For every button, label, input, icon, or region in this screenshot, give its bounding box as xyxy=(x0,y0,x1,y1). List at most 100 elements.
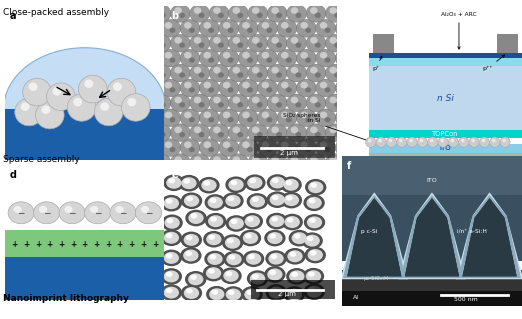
Circle shape xyxy=(344,57,350,63)
Circle shape xyxy=(316,49,336,67)
Circle shape xyxy=(266,147,272,152)
Circle shape xyxy=(229,124,248,142)
Circle shape xyxy=(208,87,214,93)
Circle shape xyxy=(334,132,340,137)
Circle shape xyxy=(229,255,235,260)
Circle shape xyxy=(306,124,326,142)
Circle shape xyxy=(209,254,216,260)
Circle shape xyxy=(252,7,259,14)
Circle shape xyxy=(310,37,318,44)
Text: −: − xyxy=(120,208,127,217)
Circle shape xyxy=(181,285,202,301)
Circle shape xyxy=(166,198,173,204)
Circle shape xyxy=(218,102,224,108)
Circle shape xyxy=(262,52,269,59)
Circle shape xyxy=(189,57,195,63)
Circle shape xyxy=(198,162,205,167)
Text: −: − xyxy=(145,208,152,217)
Circle shape xyxy=(267,94,287,112)
Text: Ag: Ag xyxy=(441,160,450,169)
Bar xyxy=(5,109,164,160)
Circle shape xyxy=(163,252,179,264)
Circle shape xyxy=(166,177,182,189)
Bar xyxy=(251,280,335,299)
Circle shape xyxy=(264,266,286,283)
Circle shape xyxy=(339,82,347,88)
Circle shape xyxy=(218,42,224,48)
Circle shape xyxy=(232,127,240,133)
Circle shape xyxy=(170,154,191,171)
Circle shape xyxy=(194,7,201,14)
Circle shape xyxy=(181,177,197,189)
Circle shape xyxy=(207,253,223,265)
Circle shape xyxy=(228,196,234,201)
Text: Close-packed assembly: Close-packed assembly xyxy=(3,8,109,17)
Circle shape xyxy=(310,97,318,103)
Circle shape xyxy=(303,284,325,300)
Circle shape xyxy=(248,254,255,259)
Polygon shape xyxy=(405,198,459,276)
Circle shape xyxy=(213,67,221,74)
Circle shape xyxy=(339,112,347,118)
Circle shape xyxy=(291,67,298,74)
Circle shape xyxy=(335,139,355,157)
Circle shape xyxy=(180,139,200,157)
Circle shape xyxy=(213,156,221,163)
Circle shape xyxy=(185,251,192,256)
Circle shape xyxy=(179,72,185,78)
Circle shape xyxy=(199,49,219,67)
Polygon shape xyxy=(458,195,520,278)
Circle shape xyxy=(276,162,282,167)
Circle shape xyxy=(198,102,205,108)
Circle shape xyxy=(223,270,239,282)
Circle shape xyxy=(223,82,230,88)
Circle shape xyxy=(161,139,181,157)
Text: a: a xyxy=(10,11,17,21)
Circle shape xyxy=(289,230,310,247)
Circle shape xyxy=(344,147,350,152)
Circle shape xyxy=(269,194,285,206)
Circle shape xyxy=(264,230,286,246)
Circle shape xyxy=(339,52,347,59)
Circle shape xyxy=(257,72,263,78)
Circle shape xyxy=(190,64,210,82)
Circle shape xyxy=(223,112,230,118)
Circle shape xyxy=(205,213,227,229)
Circle shape xyxy=(160,132,166,137)
Circle shape xyxy=(306,286,322,298)
Circle shape xyxy=(286,87,292,93)
Circle shape xyxy=(228,179,244,191)
Circle shape xyxy=(329,127,337,133)
Circle shape xyxy=(110,202,136,224)
Circle shape xyxy=(161,19,181,37)
Text: +: + xyxy=(117,241,123,249)
Circle shape xyxy=(208,117,214,122)
Circle shape xyxy=(53,87,62,96)
Bar xyxy=(254,136,335,158)
Circle shape xyxy=(267,232,282,244)
Circle shape xyxy=(300,22,308,29)
Circle shape xyxy=(334,13,340,18)
Circle shape xyxy=(161,109,181,127)
Circle shape xyxy=(296,139,316,157)
Circle shape xyxy=(247,177,263,189)
Circle shape xyxy=(226,215,247,232)
Circle shape xyxy=(310,67,318,74)
Circle shape xyxy=(209,94,229,112)
Circle shape xyxy=(247,217,254,222)
Circle shape xyxy=(284,216,300,228)
Text: −: − xyxy=(17,208,25,217)
Circle shape xyxy=(305,87,311,93)
Circle shape xyxy=(291,271,298,277)
Circle shape xyxy=(39,206,48,213)
Circle shape xyxy=(248,154,268,171)
Circle shape xyxy=(8,202,34,224)
Circle shape xyxy=(281,82,289,88)
Circle shape xyxy=(219,109,239,127)
Text: +: + xyxy=(128,241,135,249)
Circle shape xyxy=(500,137,510,147)
Circle shape xyxy=(300,82,308,88)
Circle shape xyxy=(238,49,258,67)
Circle shape xyxy=(174,97,182,103)
Circle shape xyxy=(250,178,256,183)
